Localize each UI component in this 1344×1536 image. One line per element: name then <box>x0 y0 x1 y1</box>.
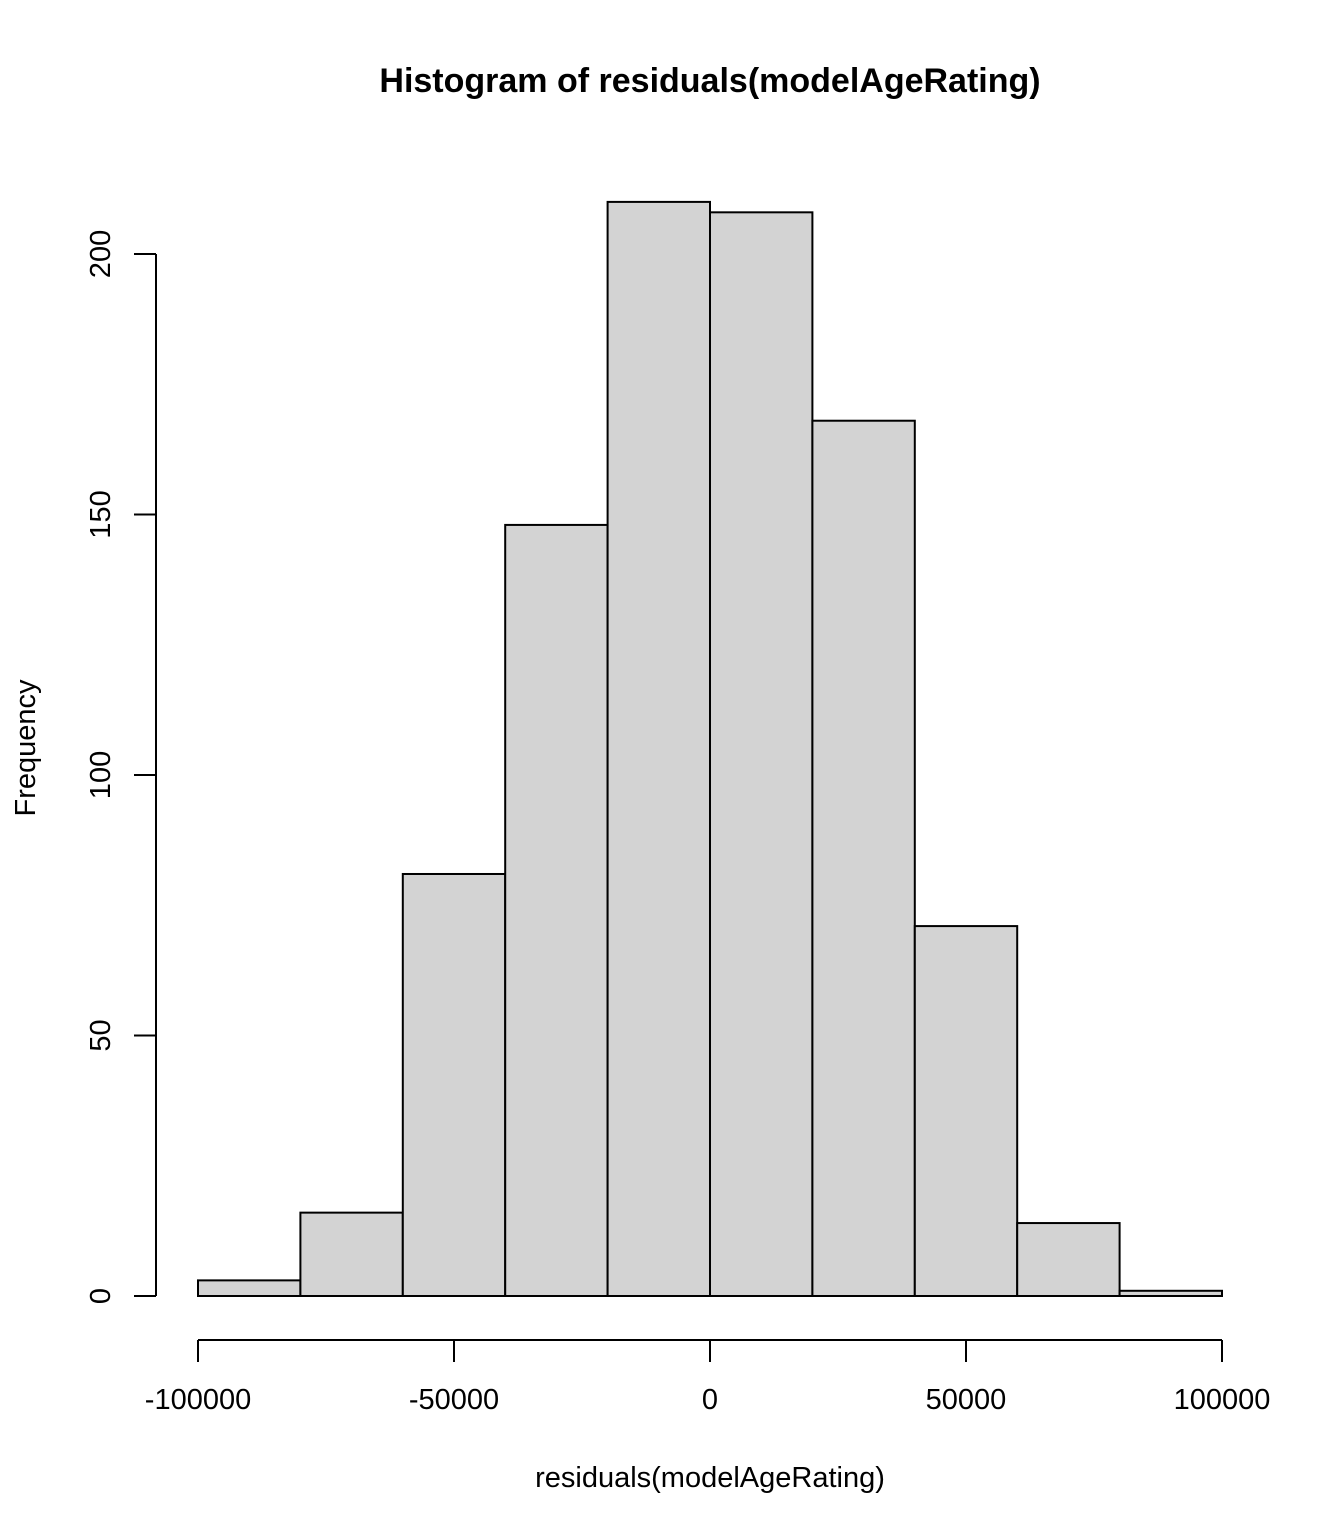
y-axis-label: Frequency <box>10 679 42 817</box>
histogram-bar <box>197 1279 302 1297</box>
y-tick-label: 100 <box>85 751 117 799</box>
histogram-bar <box>1016 1222 1121 1298</box>
y-axis: 0 50 100 150 200 <box>85 230 157 1304</box>
bars-group <box>197 200 1223 1298</box>
histogram-bar <box>504 523 609 1297</box>
histogram-bar <box>1118 1289 1223 1298</box>
x-tick-label: 50000 <box>926 1384 1007 1416</box>
x-tick-label: -50000 <box>409 1384 499 1416</box>
y-tick-label: 50 <box>85 1019 117 1051</box>
x-axis: -100000 -50000 0 50000 100000 <box>145 1339 1271 1416</box>
histogram-bar <box>811 419 916 1298</box>
chart-title: Histogram of residuals(modelAgeRating) <box>379 62 1040 100</box>
x-axis-label: residuals(modelAgeRating) <box>535 1462 885 1494</box>
histogram-bar <box>606 200 711 1297</box>
x-tick-label: 0 <box>702 1384 718 1416</box>
x-tick-label: 100000 <box>1174 1384 1271 1416</box>
x-tick-label: -100000 <box>145 1384 251 1416</box>
histogram-bar <box>401 872 507 1297</box>
histogram-bar <box>913 925 1019 1298</box>
y-tick-label: 200 <box>85 230 117 278</box>
histogram-bar <box>709 211 814 1298</box>
y-tick-label: 0 <box>85 1288 117 1304</box>
y-tick-label: 150 <box>85 490 117 538</box>
histogram-bar <box>299 1211 404 1298</box>
